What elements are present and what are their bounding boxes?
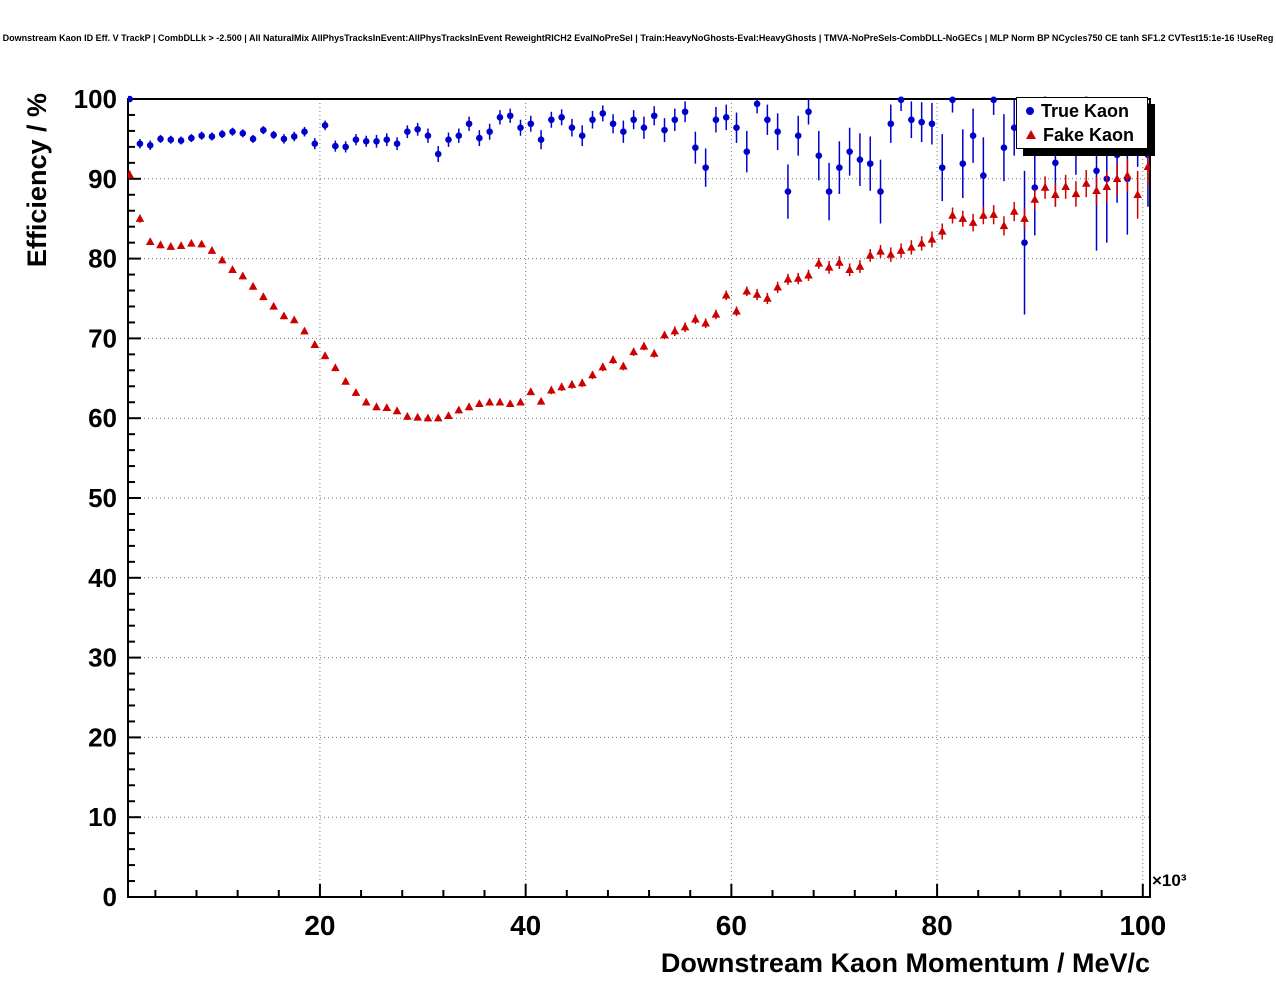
svg-text:40: 40 bbox=[510, 910, 541, 941]
legend-item-fake-kaon: Fake Kaon bbox=[1017, 124, 1147, 146]
plot-title: Downstream Kaon ID Eff. V TrackP | CombD… bbox=[2, 33, 1274, 43]
svg-text:20: 20 bbox=[304, 910, 335, 941]
x-axis-scale-label: ×10³ bbox=[1152, 871, 1187, 890]
svg-text:20: 20 bbox=[88, 722, 117, 752]
svg-text:60: 60 bbox=[716, 910, 747, 941]
svg-text:70: 70 bbox=[88, 323, 117, 353]
x-axis-title: Downstream Kaon Momentum / MeV/c bbox=[660, 948, 1150, 978]
fake-kaon-marker-icon bbox=[1026, 130, 1036, 140]
svg-text:100: 100 bbox=[74, 84, 117, 114]
y-axis-title: Efficiency / % bbox=[22, 93, 52, 268]
svg-text:80: 80 bbox=[88, 244, 117, 274]
svg-text:80: 80 bbox=[922, 910, 953, 941]
legend-label-fake-kaon: Fake Kaon bbox=[1043, 124, 1135, 145]
svg-text:40: 40 bbox=[88, 563, 117, 593]
fake-kaon-series bbox=[128, 148, 1150, 422]
legend-label-true-kaon: True Kaon bbox=[1041, 101, 1130, 122]
svg-text:30: 30 bbox=[88, 643, 117, 673]
svg-text:60: 60 bbox=[88, 403, 117, 433]
true-kaon-series bbox=[128, 95, 1150, 315]
legend-item-true-kaon: True Kaon bbox=[1017, 100, 1147, 122]
svg-text:100: 100 bbox=[1119, 910, 1166, 941]
svg-text:90: 90 bbox=[88, 164, 117, 194]
svg-text:50: 50 bbox=[88, 483, 117, 513]
svg-text:10: 10 bbox=[88, 802, 117, 832]
legend: True Kaon Fake Kaon bbox=[1016, 97, 1148, 149]
true-kaon-marker-icon bbox=[1026, 107, 1034, 116]
svg-text:0: 0 bbox=[103, 882, 117, 912]
